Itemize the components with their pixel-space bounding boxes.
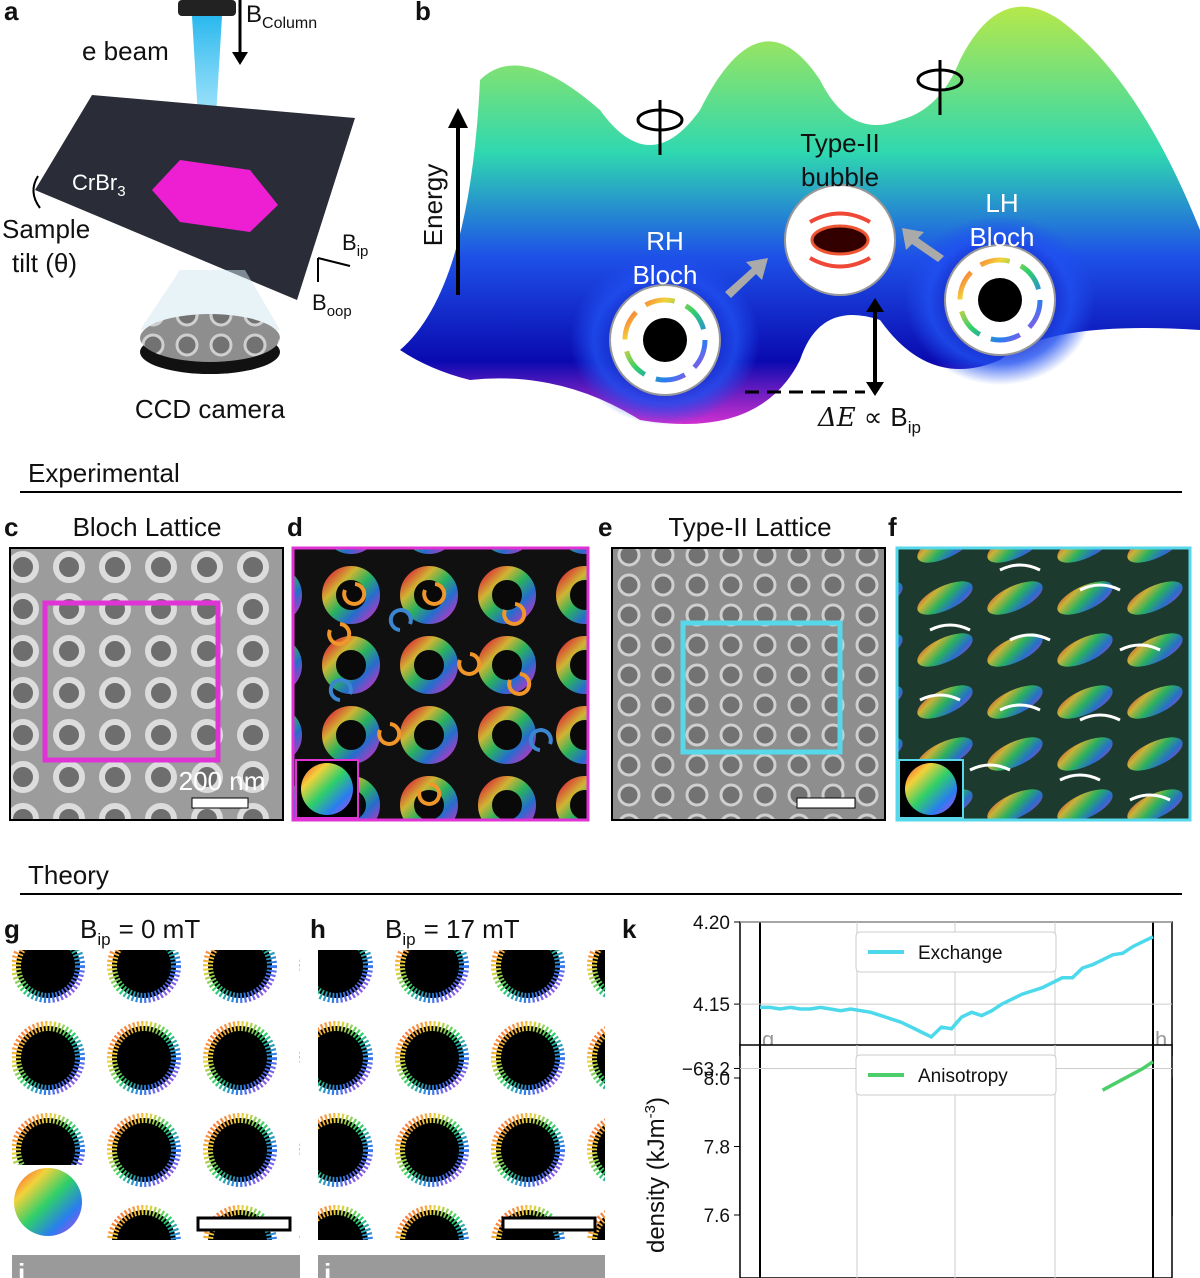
legend-box (855, 1054, 1057, 1096)
panel-label: f (888, 512, 897, 542)
arrow-head (866, 382, 884, 396)
crbr3-flake (152, 160, 278, 232)
data-line (760, 935, 1154, 1040)
state-label: Bloch (969, 222, 1034, 252)
y-tick-label: 7.6 (704, 1206, 730, 1227)
simulated-ltem (318, 1255, 605, 1278)
in-plane-field: Bip (342, 230, 368, 260)
ltem-image (611, 547, 886, 821)
y-tick-label: 8.0 (704, 1069, 730, 1090)
camera-screen (140, 314, 280, 362)
simulated-ltem (12, 1255, 300, 1278)
roi-box (680, 620, 843, 755)
section-title: Theory (28, 860, 109, 890)
transition-arrow (725, 258, 768, 298)
arrow-head (232, 52, 248, 65)
energy-axis-label: Energy (418, 164, 448, 246)
state-label: Type-II (800, 128, 879, 158)
column-field: BColumn (246, 1, 317, 32)
helicity-arrows (327, 582, 532, 806)
helicity-arrows (328, 608, 553, 752)
panel-label: e (598, 512, 612, 542)
simulation-image (318, 950, 605, 1240)
transition-arrow (902, 228, 944, 262)
roi-box (42, 600, 221, 763)
field-arrow (317, 257, 351, 267)
panel-title: Bloch Lattice (73, 512, 222, 542)
skyrmion-rh (609, 284, 721, 396)
scale-bar (191, 797, 249, 809)
panel-label: k (622, 914, 637, 944)
beam-label: e beam (82, 36, 169, 66)
color-wheel (905, 763, 957, 815)
legend-label: Exchange (918, 943, 1003, 964)
panel-label: h (310, 914, 326, 944)
panel-label: i (18, 1258, 25, 1278)
helicity-arrows (919, 563, 1171, 802)
panel-title: Bip = 0 mT (80, 914, 200, 949)
panel-label: j (323, 1258, 331, 1278)
panel-label: d (287, 512, 303, 542)
state-label: LH (985, 188, 1018, 218)
panel-title: Bip = 17 mT (385, 914, 520, 949)
camera-label: CCD camera (135, 394, 286, 424)
skyrmion-lh (944, 244, 1056, 356)
arrow-head (448, 108, 468, 128)
panel-label: c (4, 512, 18, 542)
tilt-label: tilt (θ) (12, 248, 77, 278)
gap-label: ΔE ∝ Bip (817, 402, 921, 437)
out-of-plane-field: Boop (312, 290, 352, 320)
sample-label: CrBr3 (72, 170, 126, 200)
y-tick-label: 4.20 (693, 913, 730, 934)
y-tick-label: −63.2 (682, 1059, 730, 1080)
arrow-head (866, 298, 884, 312)
panel-label: g (4, 914, 20, 944)
state-label: Bloch (632, 260, 697, 290)
projected-beam (140, 270, 280, 330)
panel-title: Type-II Lattice (668, 512, 831, 542)
legend-label: Anisotropy (918, 1066, 1008, 1087)
tilt-arrow (32, 175, 41, 209)
scale-label: 200 nm (179, 766, 266, 796)
state-label: RH (646, 226, 684, 256)
panel-label: a (4, 0, 19, 26)
color-wheel (301, 763, 353, 815)
y-tick-label: 4.15 (693, 995, 730, 1016)
tilt-label: Sample (2, 214, 90, 244)
scale-bar (196, 1216, 292, 1232)
ltem-image (9, 547, 284, 821)
legend-box (855, 931, 1057, 973)
y-tick-label: 7.8 (704, 1138, 730, 1159)
objective (178, 0, 236, 16)
color-wheel (14, 1168, 82, 1236)
scale-bar (501, 1216, 597, 1232)
skyrmion-bubble (784, 184, 896, 296)
section-title: Experimental (28, 458, 180, 488)
y-axis-label: density (kJm-3) (642, 1097, 670, 1253)
scale-bar (796, 797, 856, 809)
panel-label: b (415, 0, 431, 26)
state-label: bubble (801, 162, 879, 192)
data-line (1101, 1060, 1154, 1092)
